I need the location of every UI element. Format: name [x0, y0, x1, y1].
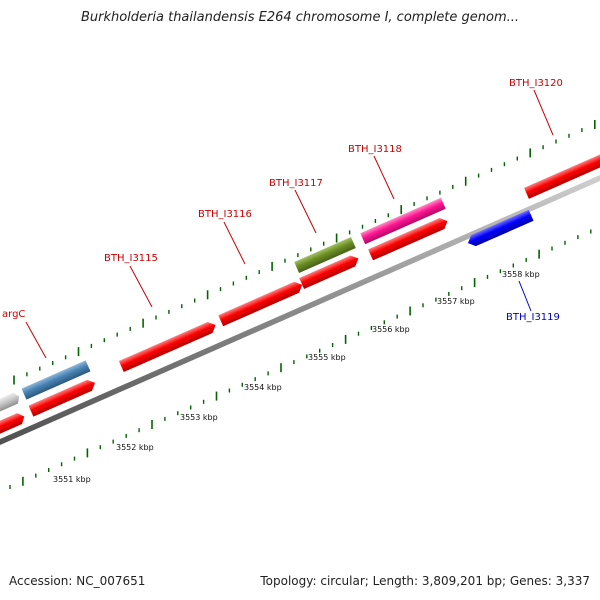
gene-argC[interactable]: [21, 360, 91, 400]
gene-red-1[interactable]: [28, 377, 98, 417]
gene-grey-partial[interactable]: [0, 391, 22, 419]
gene-BTH_I3120[interactable]: [524, 144, 600, 199]
gene-label-BTH_I3116[interactable]: BTH_I3116: [198, 209, 252, 220]
topology-summary: Topology: circular; Length: 3,809,201 bp…: [260, 574, 590, 588]
scale-label-3557: 3557 kbp: [437, 297, 475, 306]
inner-tick-ruler: [9, 229, 592, 489]
gene-labels: argC BTH_I3115 BTH_I3116 BTH_I3117 BTH_I…: [2, 78, 563, 323]
scale-label-3553: 3553 kbp: [180, 413, 218, 422]
scale-label-3551: 3551 kbp: [53, 475, 91, 484]
gene-label-BTH_I3119[interactable]: BTH_I3119: [506, 312, 560, 323]
gene-label-BTH_I3120[interactable]: BTH_I3120: [509, 78, 563, 89]
scale-label-3556: 3556 kbp: [372, 325, 410, 334]
chromosome-backbone: [0, 175, 600, 445]
label-leaders: [25, 89, 554, 359]
scale-labels: 3551 kbp 3552 kbp 3553 kbp 3554 kbp 3555…: [53, 270, 540, 484]
gene-label-BTH_I3118[interactable]: BTH_I3118: [348, 144, 402, 155]
gene-red-3[interactable]: [368, 216, 450, 261]
scale-label-3552: 3552 kbp: [116, 443, 154, 452]
gene-red-2[interactable]: [299, 253, 361, 289]
gene-BTH_I3117[interactable]: [294, 237, 356, 273]
gene-label-BTH_I3115[interactable]: BTH_I3115: [104, 253, 158, 264]
gene-BTH_I3115[interactable]: [118, 320, 218, 373]
gene-label-argC[interactable]: argC: [2, 309, 25, 320]
gene-BTH_I3119[interactable]: [466, 209, 534, 249]
gene-BTH_I3118[interactable]: [360, 197, 446, 245]
scale-label-3558: 3558 kbp: [502, 270, 540, 279]
gene-red-partial-left[interactable]: [0, 411, 27, 441]
gene-BTH_I3116[interactable]: [218, 279, 304, 327]
scale-label-3554: 3554 kbp: [244, 383, 282, 392]
outer-tick-ruler: [13, 120, 596, 385]
gene-label-BTH_I3117[interactable]: BTH_I3117: [269, 178, 323, 189]
accession-text: Accession: NC_007651: [9, 574, 146, 588]
scale-label-3555: 3555 kbp: [308, 353, 346, 362]
map-title: Burkholderia thailandensis E264 chromoso…: [80, 10, 520, 25]
gene-features: [0, 144, 600, 441]
